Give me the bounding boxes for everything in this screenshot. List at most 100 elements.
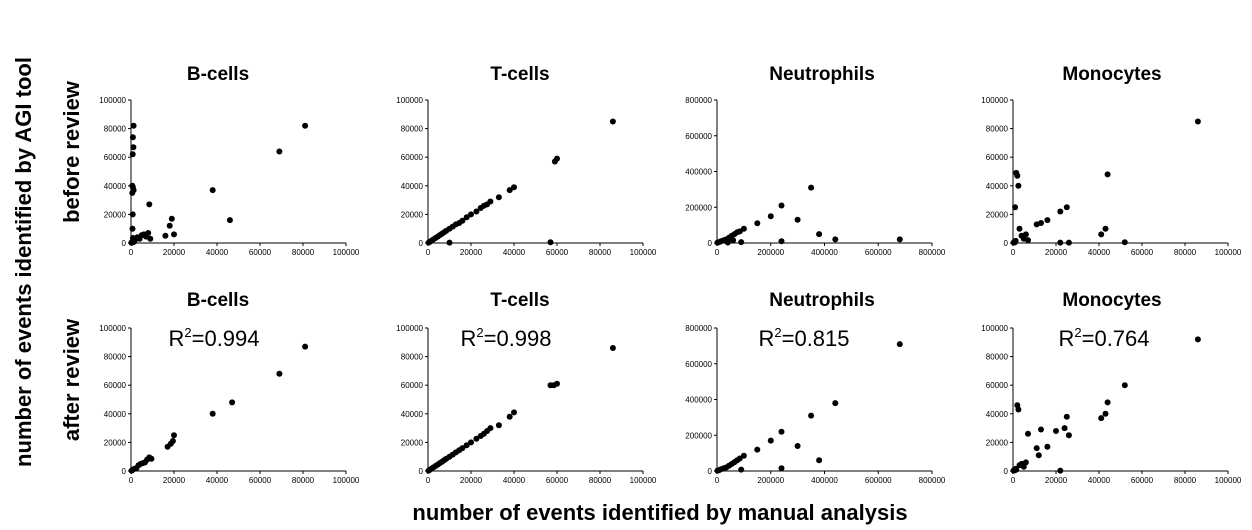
x-tick-label: 60000 [249,248,272,257]
x-tick-label: 0 [1011,476,1016,485]
data-point [473,208,480,215]
x-tick-label: 20000 [1045,248,1068,257]
data-point [459,445,466,452]
x-tick-label: 60000 [546,476,569,485]
data-point [767,213,774,220]
data-point [511,184,517,191]
data-point [1057,239,1064,246]
x-tick-label: 20000 [163,476,186,485]
data-point [730,237,737,244]
data-point [778,428,785,435]
data-point [166,222,173,229]
scatter-panel: Monocytes 0 20000 40000 60000 80000 100000 0 200… [981,64,1242,257]
data-point [506,187,513,194]
y-tick-label: 20000 [104,438,127,447]
x-tick-label: 400000 [811,476,838,485]
y-tick-label: 100000 [396,324,423,333]
data-point [1061,425,1068,432]
data-point [609,345,616,351]
y-tick-label: 100000 [99,96,126,105]
y-tick-label: 40000 [104,410,127,419]
data-point [276,370,283,377]
y-tick-label: 80000 [986,125,1009,134]
row-label-after-review: after review [59,318,84,441]
data-point [740,225,747,232]
scatter-panel: B-cells R2=0.994 0 20000 40000 60000 80000 1000… [99,290,360,485]
data-point [832,400,839,407]
data-point [1121,382,1128,389]
data-point [495,194,502,201]
data-point [1104,399,1111,406]
x-axis-title: number of events identified by manual an… [412,500,907,525]
r-squared-value: =0.815 [782,326,850,351]
data-point [146,201,153,208]
x-tick-label: 40000 [206,476,229,485]
data-point [1063,204,1070,211]
data-point [473,435,480,442]
x-tick-label: 100000 [333,476,360,485]
data-point [724,239,731,246]
panel-title: T-cells [490,64,549,85]
data-point [129,151,136,158]
panel-title: B-cells [187,290,249,311]
data-point [1063,413,1070,420]
y-tick-label: 20000 [104,210,127,219]
y-tick-label: 0 [419,467,424,476]
x-tick-label: 60000 [1131,476,1154,485]
data-point [547,239,554,246]
data-point [778,238,785,245]
r-squared-label: R2=0.764 [1058,325,1149,351]
data-point [1194,118,1201,125]
data-point [302,122,309,129]
data-point [1022,459,1029,466]
y-tick-label: 80000 [104,353,127,362]
data-point [145,230,152,236]
x-tick-label: 20000 [460,476,483,485]
panel-title: B-cells [187,64,249,85]
r-squared-value: =0.998 [484,326,552,351]
y-tick-label: 400000 [685,168,712,177]
y-tick-label: 0 [708,239,713,248]
data-point [130,144,137,151]
x-tick-label: 40000 [503,476,526,485]
data-point [1044,443,1051,450]
y-tick-label: 600000 [685,360,712,369]
data-point [767,437,774,444]
x-tick-label: 60000 [546,248,569,257]
x-tick-label: 100000 [333,248,360,257]
data-point [169,438,176,444]
x-tick-label: 0 [129,476,134,485]
y-tick-label: 20000 [986,438,1009,447]
data-point [1057,208,1064,215]
data-point [495,422,502,429]
panel-title: Neutrophils [769,64,875,85]
data-point [896,341,903,348]
panel-title: Monocytes [1062,64,1161,85]
data-point [511,409,517,416]
data-point [1057,467,1064,474]
scatter-panel: Monocytes R2=0.764 0 20000 40000 60000 80000 10… [981,290,1242,485]
data-point [226,217,233,224]
y-tick-label: 100000 [981,96,1008,105]
x-tick-label: 600000 [865,476,892,485]
y-axis-title: number of events identified by AGI tool [11,57,36,467]
data-point [1065,239,1072,246]
x-tick-label: 80000 [589,476,612,485]
x-tick-label: 80000 [292,248,315,257]
scatter-panel: B-cells 0 20000 40000 60000 80000 100000 0 20000… [99,64,360,257]
y-tick-label: 80000 [401,353,424,362]
y-tick-label: 20000 [401,210,424,219]
y-tick-label: 40000 [401,410,424,419]
y-tick-label: 80000 [986,353,1009,362]
panel-title: Neutrophils [769,290,875,311]
data-point [1015,182,1022,189]
data-point [276,148,283,155]
scatter-panel: Neutrophils R2=0.815 0 200000 400000 600000 80… [685,290,946,485]
y-tick-label: 20000 [401,438,424,447]
r-squared-superscript: 2 [1074,325,1081,340]
data-point [1012,237,1019,244]
y-tick-label: 600000 [685,132,712,141]
data-point [1013,466,1020,473]
data-point [229,399,236,406]
data-point [1038,426,1044,433]
